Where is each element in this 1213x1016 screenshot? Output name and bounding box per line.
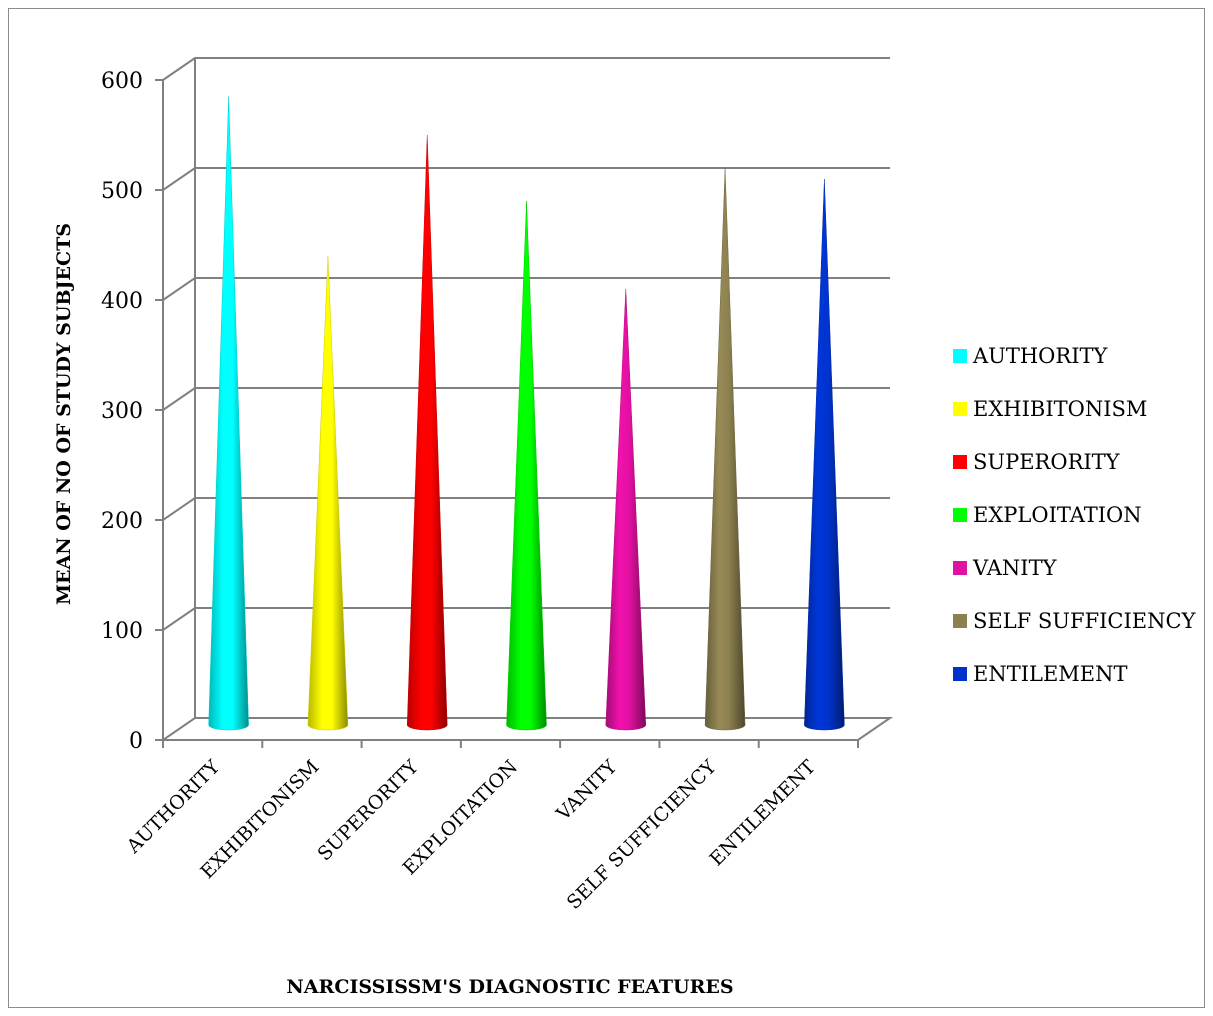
cone-exhibitonism [307,255,349,731]
y-tick-label: 400 [101,289,143,314]
legend-label: SELF SUFFICIENCY [973,609,1197,633]
chart-floor [159,717,894,741]
cone-self-sufficiency [704,167,746,731]
x-category-label: ENTILEMENT [705,756,820,871]
x-axis-labels: AUTHORITYEXHIBITONISMSUPERORITYEXPLOITAT… [122,756,820,914]
cone-entilement [804,178,845,731]
legend-label: EXPLOITATION [973,503,1142,527]
y-axis-ticks: 0 100 200 300 400 500 600 [101,69,859,754]
gridline [162,57,890,81]
legend-swatch [953,614,967,628]
chart-frame [8,8,1205,1008]
legend-label: ENTILEMENT [973,662,1128,686]
y-tick-label: 300 [101,399,143,424]
cone-body [208,96,249,731]
legend-swatch [953,667,967,681]
legend-swatch [953,402,967,416]
legend-label: SUPERORITY [973,450,1121,474]
x-axis-title: NARCISSISSM'S DIAGNOSTIC FEATURES [286,976,733,998]
gridlines [162,57,890,631]
cones [208,96,845,731]
cone-body [307,255,349,731]
x-category-label: AUTHORITY [122,756,225,859]
gridline [162,387,890,411]
y-tick-label: 200 [101,509,143,534]
cone-body [406,134,448,731]
legend-swatch [953,455,967,469]
gridline [162,607,890,631]
x-category-label: VANITY [552,756,622,826]
x-category-label: SUPERORITY [313,756,423,866]
y-tick-label: 0 [129,729,143,754]
cone-vanity [605,288,647,731]
legend-swatch [953,349,967,363]
y-tick-label: 500 [101,179,143,204]
gridline [162,277,890,301]
legend-swatch [953,561,967,575]
y-axis-title: MEAN OF NO OF STUDY SUBJECTS [53,223,75,605]
cone-authority [208,96,249,731]
cone-body [804,178,845,731]
cone-body [605,288,647,731]
legend: AUTHORITY EXHIBITONISM SUPERORITY EXPLOITAT… [953,344,1197,686]
cone-exploitation [506,200,547,731]
cone-body [704,167,746,731]
cone-superority [406,134,448,731]
y-tick-label: 600 [101,69,143,94]
cone-body [506,200,547,731]
gridline [162,497,890,521]
legend-label: VANITY [972,556,1058,580]
legend-label: EXHIBITONISM [973,397,1147,421]
y-tick-label: 100 [101,619,143,644]
legend-swatch [953,508,967,522]
gridline [162,167,890,191]
legend-label: AUTHORITY [972,344,1109,368]
